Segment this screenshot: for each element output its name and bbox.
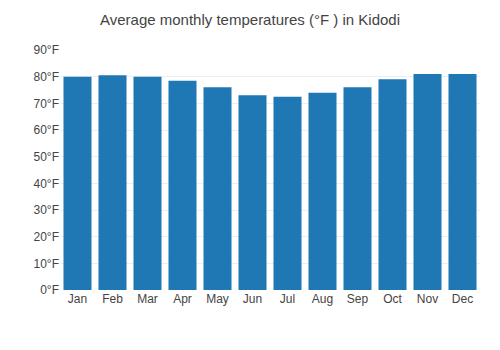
svg-text:Apr: Apr	[173, 292, 192, 306]
svg-text:70°F: 70°F	[34, 97, 59, 111]
svg-text:20°F: 20°F	[34, 230, 59, 244]
svg-text:Jan: Jan	[68, 292, 87, 306]
svg-text:Jun: Jun	[243, 292, 262, 306]
svg-text:50°F: 50°F	[34, 150, 59, 164]
svg-text:80°F: 80°F	[34, 70, 59, 84]
svg-text:Mar: Mar	[137, 292, 158, 306]
svg-text:Feb: Feb	[102, 292, 123, 306]
svg-text:60°F: 60°F	[34, 123, 59, 137]
svg-text:40°F: 40°F	[34, 177, 59, 191]
svg-text:30°F: 30°F	[34, 203, 59, 217]
svg-text:0°F: 0°F	[40, 283, 59, 297]
svg-text:Jul: Jul	[280, 292, 295, 306]
svg-text:May: May	[206, 292, 229, 306]
svg-text:Sep: Sep	[347, 292, 369, 306]
svg-text:Aug: Aug	[312, 292, 333, 306]
svg-text:Oct: Oct	[383, 292, 402, 306]
svg-text:90°F: 90°F	[34, 43, 59, 57]
svg-text:Nov: Nov	[417, 292, 438, 306]
svg-text:Average monthly temperatures (: Average monthly temperatures (°F ) in Ki…	[100, 11, 400, 28]
svg-text:Dec: Dec	[452, 292, 473, 306]
svg-text:10°F: 10°F	[34, 257, 59, 271]
